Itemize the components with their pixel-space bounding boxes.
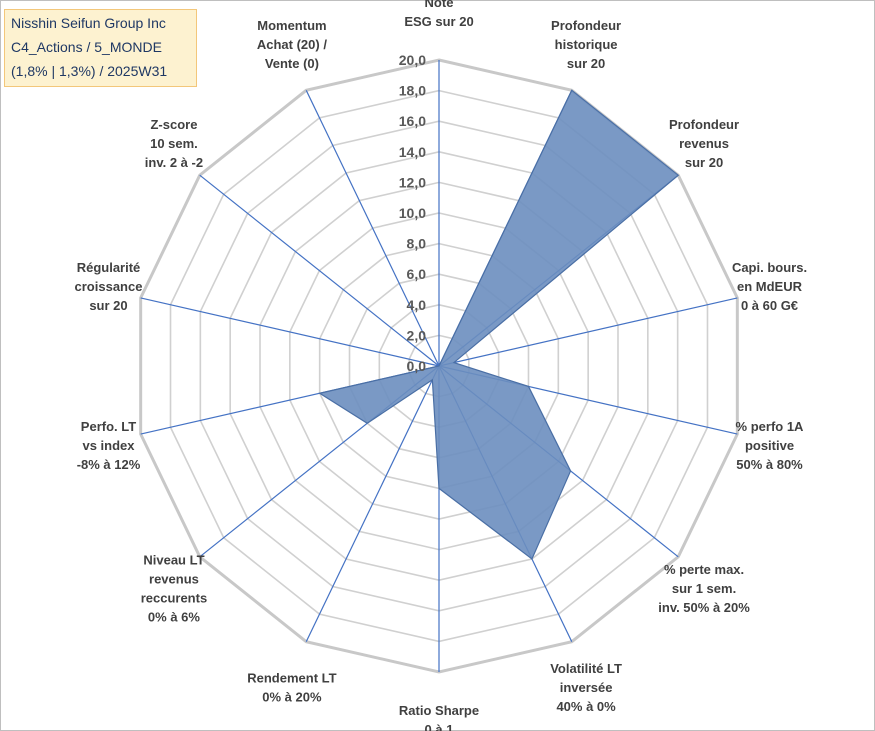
axis-label-line: sur 20 <box>89 298 127 313</box>
series-area <box>318 89 680 560</box>
radar-axis-labels: Note ESG sur 20 Profondeur historique sur 20… <box>75 0 808 731</box>
axis-label: Momentum Achat (20) / Vente (0) <box>257 18 327 71</box>
axis-label-line: inv. 50% à 20% <box>658 600 750 615</box>
axis-label-line: 0% à 6% <box>148 610 200 625</box>
tick-label: 20,0 <box>399 52 426 68</box>
axis-label-line: Volatilité LT <box>550 661 622 676</box>
axis-label-line: % perte max. <box>664 562 744 577</box>
axis-label-line: sur 20 <box>567 56 605 71</box>
tick-label: 0,0 <box>407 358 427 374</box>
axis-label-line: 40% à 0% <box>556 699 616 714</box>
axis-label-line: positive <box>745 438 794 453</box>
axis-label-line: 50% à 80% <box>736 457 803 472</box>
tick-label: 16,0 <box>399 113 426 129</box>
radar-series-area <box>318 89 680 560</box>
axis-label-line: Profondeur <box>551 18 621 33</box>
axis-label: Z-score 10 sem. inv. 2 à -2 <box>145 117 203 170</box>
spoke-line <box>305 365 440 642</box>
radar-tick-labels: 0,0 2,0 4,0 6,0 8,0 10,0 12,0 14,0 16,0 18,0 20,0 <box>399 52 426 374</box>
axis-label-line: ESG sur 20 <box>404 14 473 29</box>
axis-label: Volatilité LT inversée 40% à 0% <box>550 661 622 714</box>
axis-label-line: historique <box>555 37 618 52</box>
axis-label: Capi. bours. en MdEUR 0 à 60 G€ <box>732 260 807 313</box>
spoke-line <box>305 90 440 367</box>
axis-label-line: inv. 2 à -2 <box>145 155 203 170</box>
tick-label: 10,0 <box>399 205 426 221</box>
axis-label-line: inversée <box>560 680 613 695</box>
tick-label: 2,0 <box>407 327 427 343</box>
axis-label: % perfo 1A positive 50% à 80% <box>736 419 805 472</box>
spoke-line <box>140 297 440 367</box>
axis-label-line: croissance <box>75 279 143 294</box>
axis-label-line: revenus <box>679 136 729 151</box>
axis-label: Profondeur historique sur 20 <box>551 18 621 71</box>
axis-label-line: Capi. bours. <box>732 260 807 275</box>
title-line-3: (1,8% | 1,3%) / 2025W31 <box>11 63 168 79</box>
tick-label: 4,0 <box>407 297 427 313</box>
axis-label-line: reccurents <box>141 591 207 606</box>
axis-label-line: Achat (20) / <box>257 37 327 52</box>
axis-label-line: sur 20 <box>685 155 723 170</box>
tick-label: 14,0 <box>399 144 426 160</box>
tick-label: 18,0 <box>399 83 426 99</box>
spoke-line <box>199 174 440 367</box>
axis-label: Régularité croissance sur 20 <box>75 260 143 313</box>
axis-label-line: en MdEUR <box>737 279 803 294</box>
axis-label: Rendement LT 0% à 20% <box>247 671 336 705</box>
axis-label-line: Rendement LT <box>247 671 336 686</box>
chart-title-box: Nisshin Seifun Group Inc C4_Actions / 5_… <box>4 9 197 87</box>
tick-label: 8,0 <box>407 236 427 252</box>
axis-label: Perfo. LT vs index -8% à 12% <box>77 419 141 472</box>
axis-label: Niveau LT revenus reccurents 0% à 6% <box>141 553 207 625</box>
axis-label-line: vs index <box>82 438 135 453</box>
axis-label-line: Z-score <box>150 117 197 132</box>
tick-label: 6,0 <box>407 266 427 282</box>
axis-label: Note ESG sur 20 <box>404 0 473 29</box>
axis-label-line: Profondeur <box>669 117 739 132</box>
axis-label-line: 0 à 1 <box>425 722 454 731</box>
axis-label-line: 10 sem. <box>150 136 198 151</box>
axis-label-line: 0 à 60 G€ <box>741 298 798 313</box>
axis-label-line: sur 1 sem. <box>672 581 736 596</box>
title-line-1: Nisshin Seifun Group Inc <box>11 15 166 31</box>
tick-label: 12,0 <box>399 174 426 190</box>
axis-label-line: Régularité <box>77 260 141 275</box>
axis-label-line: Momentum <box>257 18 326 33</box>
axis-label-line: revenus <box>149 572 199 587</box>
axis-label-line: Perfo. LT <box>81 419 136 434</box>
spoke-line <box>438 297 738 367</box>
axis-label-line: Ratio Sharpe <box>399 703 479 718</box>
axis-label-line: % perfo 1A <box>736 419 805 434</box>
axis-label: Ratio Sharpe 0 à 1 <box>399 703 479 731</box>
title-line-2: C4_Actions / 5_MONDE <box>11 39 162 55</box>
axis-label-line: Vente (0) <box>265 56 319 71</box>
axis-label-line: Niveau LT <box>143 553 204 568</box>
axis-label-line: Note <box>425 0 454 10</box>
axis-label: Profondeur revenus sur 20 <box>669 117 739 170</box>
axis-label-line: 0% à 20% <box>262 690 322 705</box>
axis-label: % perte max. sur 1 sem. inv. 50% à 20% <box>658 562 750 615</box>
axis-label-line: -8% à 12% <box>77 457 141 472</box>
